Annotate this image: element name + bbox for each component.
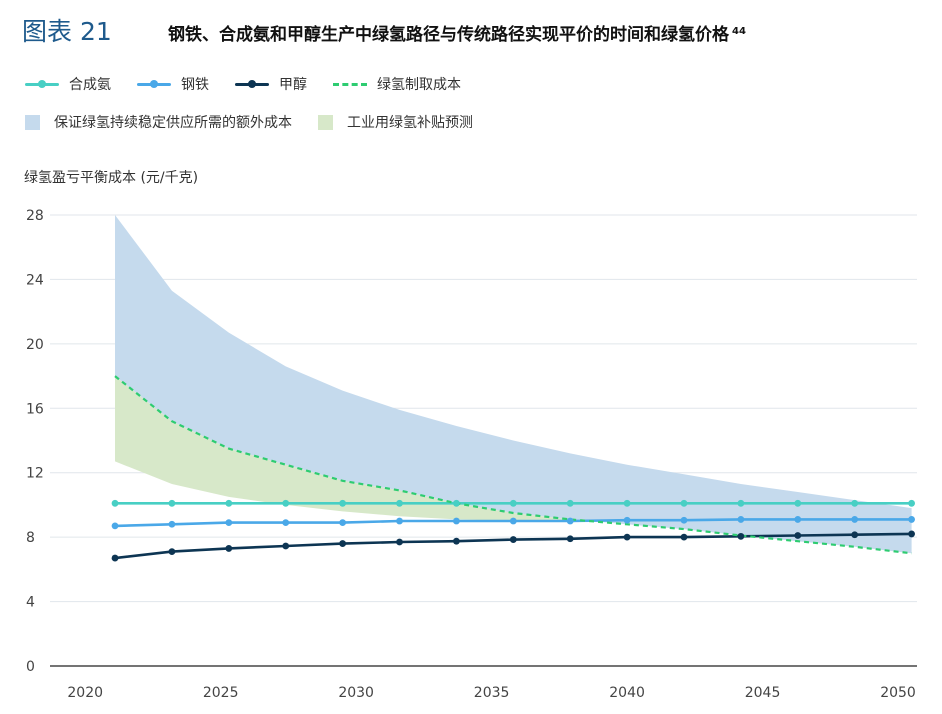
legend-bands: 保证绿氢持续稳定供应所需的额外成本 工业用绿氢补贴预测 (25, 112, 499, 132)
series-point-ammonia (680, 499, 688, 507)
series-line-green-h2-cost (114, 375, 912, 555)
legend-label-steel: 钢铁 (181, 77, 209, 93)
legend-label-methanol: 甲醇 (279, 77, 307, 93)
legend-label-green-h2-cost: 绿氢制取成本 (377, 77, 461, 93)
legend-marker-ammonia (25, 75, 59, 93)
x-tick-label-2045: 2045 (745, 685, 781, 701)
series-point-methanol (339, 540, 347, 547)
series-point-ammonia (851, 499, 859, 507)
series-point-steel (794, 516, 802, 523)
x-tick-label-2030: 2030 (338, 685, 374, 701)
chart-title: 钢铁、合成氨和甲醇生产中绿氢路径与传统路径实现平价的时间和绿氢价格 44 (168, 20, 746, 45)
y-tick-label-8: 8 (26, 530, 35, 546)
series-point-steel (111, 522, 119, 530)
legend-marker-steel (137, 75, 171, 93)
series-point-ammonia (566, 499, 574, 507)
series-point-ammonia (225, 499, 233, 507)
y-tick-label-16: 16 (26, 401, 44, 417)
legend-label-band-blue: 保证绿氢持续稳定供应所需的额外成本 (54, 115, 292, 131)
y-tick-label-24: 24 (26, 272, 44, 288)
series-point-steel (168, 520, 176, 528)
series-point-ammonia (908, 499, 915, 507)
series-point-methanol (453, 537, 460, 545)
bands (115, 215, 912, 554)
series-point-methanol (396, 538, 403, 546)
series-point-methanol (225, 545, 233, 552)
legend-label-band-green: 工业用绿氢补贴预测 (347, 115, 473, 131)
series-point-methanol (851, 531, 859, 539)
legend-swatch-band-green (318, 114, 333, 130)
series-point-ammonia (737, 499, 745, 507)
legend-item-methanol[interactable]: 甲醇 (235, 74, 307, 94)
x-tick-label-2020: 2020 (67, 685, 103, 701)
series-point-steel (396, 517, 403, 525)
series-point-ammonia (282, 499, 290, 507)
legend-lines: 合成氨 钢铁 甲醇 绿氢制取成本 (25, 74, 487, 94)
series-point-methanol (680, 533, 688, 541)
series-point-ammonia (111, 499, 119, 507)
series-point-methanol (509, 536, 517, 543)
x-tick-label-2040: 2040 (609, 685, 645, 701)
series-point-methanol (282, 542, 290, 550)
series-markers (111, 499, 915, 562)
title-footnote: 44 (732, 26, 746, 37)
series-point-steel (453, 517, 460, 525)
series-point-methanol (794, 532, 802, 539)
legend-item-steel[interactable]: 钢铁 (137, 74, 209, 94)
axes: 0 4 8 12 16 20 24 28 2020 2025 2030 2035 2040 2045 205… (26, 208, 917, 701)
series-point-ammonia (623, 499, 631, 507)
legend-swatch-band-blue (25, 114, 40, 130)
series-point-steel (282, 519, 290, 527)
legend-item-band-green[interactable]: 工业用绿氢补贴预测 (318, 112, 473, 132)
series-point-steel (680, 516, 688, 524)
chart-title-text: 钢铁、合成氨和甲醇生产中绿氢路径与传统路径实现平价的时间和绿氢价格 (168, 25, 729, 45)
y-tick-label-20: 20 (26, 337, 44, 353)
series-point-steel (737, 516, 745, 523)
y-tick-label-0: 0 (26, 659, 35, 675)
series-point-steel (509, 517, 517, 525)
x-tick-label-2035: 2035 (474, 685, 510, 701)
series-point-ammonia (794, 499, 802, 507)
series-point-ammonia (168, 499, 176, 507)
series-point-methanol (737, 532, 745, 540)
legend-marker-green-h2-cost (333, 82, 367, 86)
y-tick-label-28: 28 (26, 208, 44, 224)
legend-item-ammonia[interactable]: 合成氨 (25, 74, 111, 94)
y-tick-label-12: 12 (26, 466, 44, 482)
legend-item-green-h2-cost[interactable]: 绿氢制取成本 (333, 74, 461, 94)
y-tick-label-4: 4 (26, 595, 35, 611)
series-point-steel (225, 519, 233, 527)
series-point-steel (851, 516, 859, 523)
series-point-methanol (111, 554, 119, 562)
legend-item-band-blue[interactable]: 保证绿氢持续稳定供应所需的额外成本 (25, 112, 292, 132)
legend-marker-methanol (235, 75, 269, 93)
series-point-steel (908, 516, 915, 523)
series-point-methanol (168, 548, 176, 556)
y-axis-title: 绿氢盈亏平衡成本 (元/千克) (24, 170, 199, 186)
series-point-ammonia (339, 499, 347, 507)
figure-number: 图表 21 (22, 17, 112, 46)
series-point-ammonia (509, 499, 517, 507)
series-point-ammonia (453, 499, 460, 507)
band-band-green (115, 376, 571, 521)
legend-label-ammonia: 合成氨 (69, 77, 111, 93)
series-point-steel (623, 516, 631, 524)
series-point-steel (566, 517, 574, 525)
series-point-steel (339, 519, 347, 527)
band-band-blue (115, 215, 912, 554)
series-point-methanol (566, 535, 574, 543)
x-tick-label-2050: 2050 (880, 685, 916, 701)
x-tick-label-2025: 2025 (203, 685, 239, 701)
series-point-ammonia (396, 499, 403, 507)
series-point-methanol (908, 530, 915, 538)
series-point-methanol (623, 533, 631, 541)
